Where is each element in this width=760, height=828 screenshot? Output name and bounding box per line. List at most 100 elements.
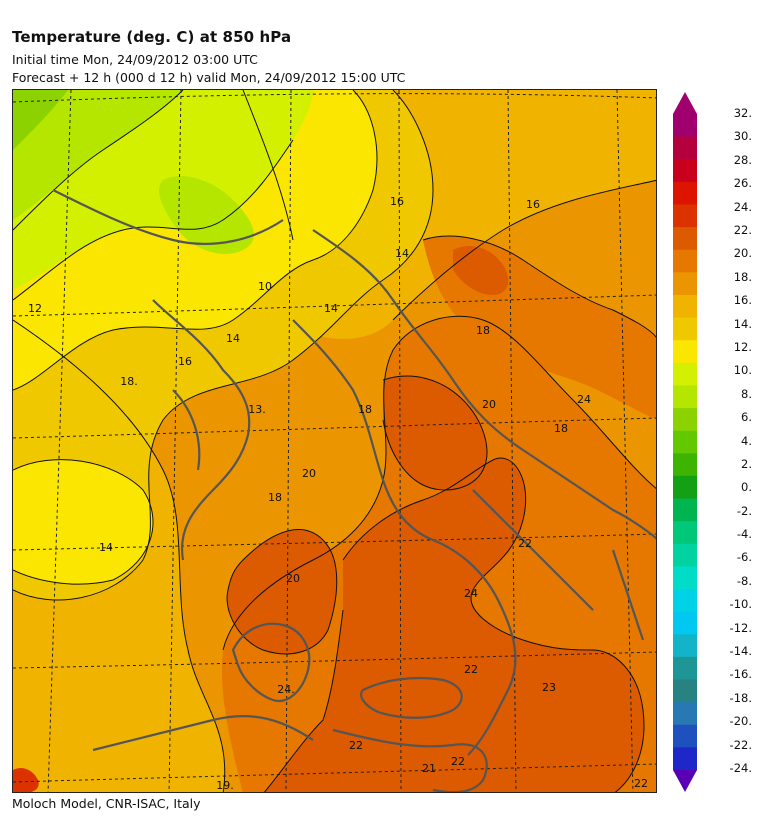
colorbar-swatch xyxy=(673,159,697,183)
temperature-field: 16 14 14 12 10 14 16 18. 13. 18 20 24 18 18 20 18 14 20 22… xyxy=(13,90,657,792)
contour-label: 22 xyxy=(451,755,465,768)
colorbar-label: 18. xyxy=(733,269,752,284)
contour-label: 16 xyxy=(178,355,192,368)
colorbar-label: 24. xyxy=(733,199,752,214)
colorbar-swatch xyxy=(673,294,697,319)
contour-label: 18 xyxy=(656,288,657,301)
colorbar-label: -12. xyxy=(729,620,752,635)
colorbar-label: 28. xyxy=(733,152,752,167)
contour-lines xyxy=(13,90,656,792)
colorbar-swatch xyxy=(673,385,697,409)
colorbar-swatch xyxy=(673,656,697,681)
contour-label: 22 xyxy=(464,663,478,676)
colorbar-swatch xyxy=(673,181,697,205)
temperature-map: 16 14 14 12 10 14 16 18. 13. 18 20 24 18 18 20 18 14 20 22… xyxy=(12,89,657,793)
colorbar-label: 30. xyxy=(733,129,752,144)
colorbar-label: -6. xyxy=(736,550,752,565)
contour-label: 22 xyxy=(518,537,532,550)
contour-label: 10 xyxy=(258,280,272,293)
contour-label: 13. xyxy=(248,403,266,416)
colorbar-swatch xyxy=(673,747,697,771)
colorbar-swatch xyxy=(673,521,697,545)
contour-label: 20 xyxy=(286,572,300,585)
colorbar-swatch xyxy=(673,498,697,522)
contour-label: 22 xyxy=(349,739,363,752)
colorbar-label: 10. xyxy=(733,363,752,378)
colorbar-label: -24. xyxy=(729,761,752,775)
contour-label: 20 xyxy=(302,467,316,480)
colorbar-swatch xyxy=(673,430,697,454)
graticule xyxy=(13,90,656,792)
initial-time-label: Initial time Mon, 24/09/2012 03:00 UTC xyxy=(12,52,258,67)
colorbar-label: 4. xyxy=(741,433,752,448)
colorbar-bottom-arrow xyxy=(673,770,697,792)
colorbar-label: -4. xyxy=(736,527,752,542)
colorbar-swatch xyxy=(673,317,697,341)
contour-label: 14 xyxy=(226,332,240,345)
colorbar-label: 22. xyxy=(733,222,752,237)
model-credit: Moloch Model, CNR-ISAC, Italy xyxy=(12,796,201,811)
colorbar-label: 6. xyxy=(741,410,752,425)
colorbar-swatch xyxy=(673,679,697,703)
colorbar-swatch xyxy=(673,136,697,160)
colorbar-swatch xyxy=(673,408,697,432)
colorbar-swatch xyxy=(673,589,697,613)
band-22-24-adriatic xyxy=(383,376,487,490)
contour-label: 22 xyxy=(634,777,648,790)
colorbar-label: -16. xyxy=(729,667,752,682)
colorbar-label: -10. xyxy=(729,597,752,612)
colorbar-swatch xyxy=(673,227,697,251)
colorbar-swatch xyxy=(673,272,697,296)
contour-label: 18. xyxy=(120,375,138,388)
colorbar-label: 2. xyxy=(741,456,752,471)
contour-label: 19. xyxy=(216,779,234,792)
contour-label: 18 xyxy=(358,403,372,416)
contour-label: 12 xyxy=(28,302,42,315)
colorbar-label: 20. xyxy=(733,246,752,261)
coastlines xyxy=(52,189,656,792)
contour-label: 14 xyxy=(395,247,409,260)
colorbar-label: -14. xyxy=(729,644,752,659)
band-14-west xyxy=(13,459,153,585)
colorbar-swatch xyxy=(673,114,697,138)
colorbar-label: -22. xyxy=(729,737,752,752)
band-8-10 xyxy=(13,90,183,220)
contour-label: 16 xyxy=(526,198,540,211)
colorbar-label: 16. xyxy=(733,293,752,308)
contour-label: 24 xyxy=(464,587,478,600)
colorbar-label: 12. xyxy=(733,339,752,354)
colorbar-swatches xyxy=(673,114,697,771)
colorbar-label: -2. xyxy=(736,503,752,518)
band-6-8 xyxy=(13,90,68,150)
contour-labels: 16 14 14 12 10 14 16 18. 13. 18 20 24 18 18 20 18 14 20 22… xyxy=(28,195,657,792)
contour-label: 24. xyxy=(277,683,295,696)
colorbar-label: 32. xyxy=(733,106,752,120)
colorbar-swatch xyxy=(673,475,697,500)
contour-label: 18 xyxy=(268,491,282,504)
contour-label: 14 xyxy=(99,541,113,554)
colorbar-swatch xyxy=(673,543,697,567)
forecast-valid-label: Forecast + 12 h (000 d 12 h) valid Mon, … xyxy=(12,70,406,85)
colorbar-label: 14. xyxy=(733,316,752,331)
band-24-26 xyxy=(13,768,39,792)
colorbar-swatch xyxy=(673,566,697,590)
contour-label: 18 xyxy=(476,324,490,337)
colorbar-label: 8. xyxy=(741,386,752,401)
contour-label: 18 xyxy=(554,422,568,435)
colorbar-label: -18. xyxy=(729,690,752,705)
colorbar-swatch xyxy=(673,204,697,228)
colorbar-swatch xyxy=(673,249,697,273)
colorbar-swatch xyxy=(673,702,697,726)
colorbar-label: 0. xyxy=(741,480,752,495)
colorbar-top-arrow xyxy=(673,92,697,114)
colorbar-swatch xyxy=(673,362,697,386)
contour-label: 24 xyxy=(577,393,591,406)
contour-label: 23 xyxy=(542,681,556,694)
colorbar-swatch xyxy=(673,634,697,658)
colorbar-label: -8. xyxy=(736,573,752,588)
band-22-24 xyxy=(264,458,644,792)
contour-label: 20 xyxy=(482,398,496,411)
contour-label: 16 xyxy=(390,195,404,208)
contour-label: 14 xyxy=(324,302,338,315)
colorbar-swatch xyxy=(673,340,697,364)
